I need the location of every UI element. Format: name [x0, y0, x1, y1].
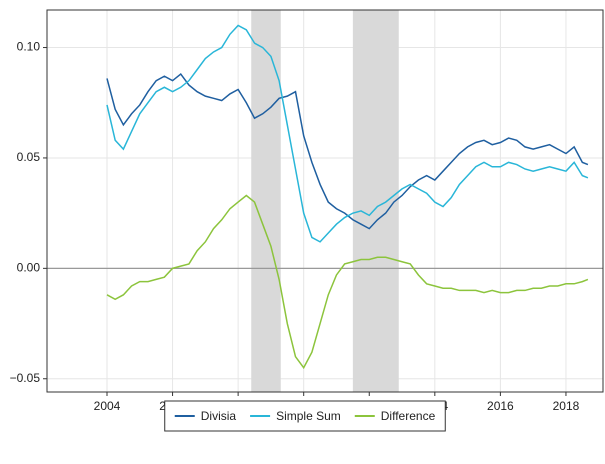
x-tick-label: 2018: [553, 399, 580, 413]
y-tick-label: −0.05: [10, 371, 41, 385]
plot-frame: [46, 9, 604, 393]
legend-label: Simple Sum: [276, 409, 341, 423]
series-line: [106, 194, 589, 370]
legend: Divisia Simple Sum Difference: [164, 400, 446, 432]
legend-label: Difference: [381, 409, 436, 423]
x-tick-label: 2004: [94, 399, 121, 413]
y-tick-label: 0.05: [17, 150, 41, 164]
x-tick-label: 2016: [487, 399, 514, 413]
legend-box: [164, 400, 446, 432]
series-line: [106, 72, 589, 230]
y-tick-label: 0.00: [17, 261, 41, 275]
legend-label: Divisia: [201, 409, 237, 423]
shaded-region: [352, 10, 399, 392]
shaded-region: [251, 10, 281, 392]
y-tick-label: 0.10: [17, 40, 41, 54]
series-line: [106, 24, 589, 243]
